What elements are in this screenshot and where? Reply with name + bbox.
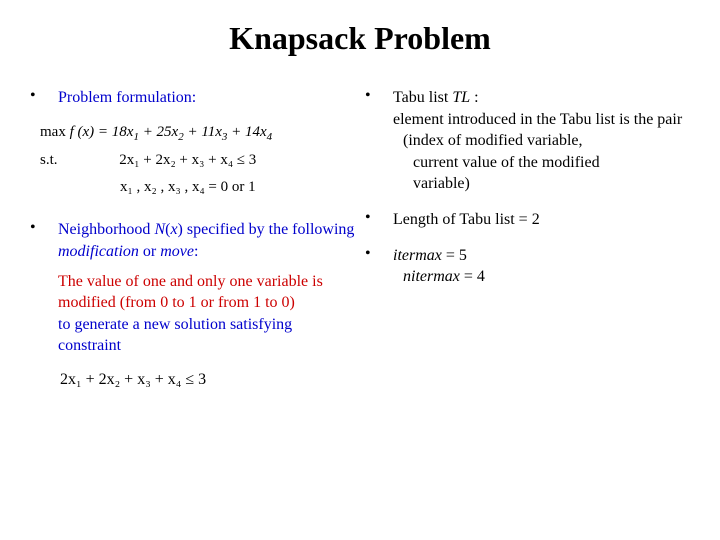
bullet-text: itermax = 5 nitermax = 4 xyxy=(393,245,690,288)
fn: f (x) = 18x1 + 25x2 + 11x3 + 14x4 xyxy=(70,124,273,140)
slide: Knapsack Problem • Problem formulation: … xyxy=(0,0,720,540)
nb-move: move xyxy=(160,243,194,260)
st-label: s.t. xyxy=(40,152,58,168)
c2-body: x₁ , x₂ , x₃ , x₄ = 0 or 1 xyxy=(40,179,256,195)
bullet-dot: • xyxy=(365,87,393,195)
bullet-text: Tabu list TL : element introduced in the… xyxy=(393,87,690,195)
constraint-line: 2x₁ + 2x₂ + x₃ + x₄ ≤ 3 xyxy=(60,371,355,389)
t3: + 11x xyxy=(184,124,222,140)
bullet-text: Length of Tabu list = 2 xyxy=(393,209,690,231)
tl-a: Tabu list xyxy=(393,89,452,106)
bullet-problem-formulation: • Problem formulation: xyxy=(30,87,355,109)
nb-x: (x) xyxy=(165,221,183,238)
tl-b: : xyxy=(470,89,478,106)
fn-part: f (x) = 18x xyxy=(70,124,134,140)
left-column: • Problem formulation: max f (x) = 18x1 … xyxy=(30,87,355,389)
nb-b: specified by the following xyxy=(183,221,355,238)
move-description: The value of one and only one variable i… xyxy=(58,271,355,357)
right-column: • Tabu list TL : element introduced in t… xyxy=(365,87,690,389)
bullet-tabu-list: • Tabu list TL : element introduced in t… xyxy=(365,87,690,195)
sub: 4 xyxy=(267,131,273,143)
bullet-neighborhood: • Neighborhood N(x) specified by the fol… xyxy=(30,219,355,262)
nitermax-val: = 4 xyxy=(460,268,485,285)
formula-block: max f (x) = 18x1 + 25x2 + 11x3 + 14x4 s.… xyxy=(40,119,355,202)
c1-body: 2x₁ + 2x₂ + x₃ + x₄ ≤ 3 xyxy=(61,152,256,168)
t2: + 25x xyxy=(139,124,178,140)
constraint-row-2: x₁ , x₂ , x₃ , x₄ = 0 or 1 xyxy=(40,174,355,201)
bullet-text: Neighborhood N(x) specified by the follo… xyxy=(58,219,355,262)
tl-l4: current value of the modified xyxy=(393,152,600,174)
bullet-dot: • xyxy=(30,219,58,262)
nb-nx: N xyxy=(154,221,165,238)
tl-l5: variable) xyxy=(393,173,470,195)
tl-var: TL xyxy=(452,89,470,106)
nb-d: : xyxy=(194,243,198,260)
max-label: max xyxy=(40,124,70,140)
move-line-2: to generate a new solution satisfying co… xyxy=(58,314,355,357)
t4: + 14x xyxy=(227,124,266,140)
objective-row: max f (x) = 18x1 + 25x2 + 11x3 + 14x4 xyxy=(40,119,355,148)
itermax-val: = 5 xyxy=(442,247,467,264)
slide-title: Knapsack Problem xyxy=(30,20,690,57)
itermax-var: itermax xyxy=(393,247,442,264)
bullet-text: Problem formulation: xyxy=(58,87,355,109)
columns: • Problem formulation: max f (x) = 18x1 … xyxy=(30,87,690,389)
bullet-tabu-length: • Length of Tabu list = 2 xyxy=(365,209,690,231)
tl-l3: (index of modified variable, xyxy=(393,130,583,152)
bullet-dot: • xyxy=(365,245,393,288)
bullet-dot: • xyxy=(365,209,393,231)
bullet-dot: • xyxy=(30,87,58,109)
bullet-itermax: • itermax = 5 nitermax = 4 xyxy=(365,245,690,288)
nitermax-var: nitermax xyxy=(393,266,460,288)
nb-mod: modification xyxy=(58,243,139,260)
nb-a: Neighborhood xyxy=(58,221,154,238)
nb-c: or xyxy=(139,243,160,260)
constraint-row-1: s.t. 2x₁ + 2x₂ + x₃ + x₄ ≤ 3 xyxy=(40,147,355,174)
move-line-1: The value of one and only one variable i… xyxy=(58,271,355,314)
tl-l2: element introduced in the Tabu list is t… xyxy=(393,111,682,128)
